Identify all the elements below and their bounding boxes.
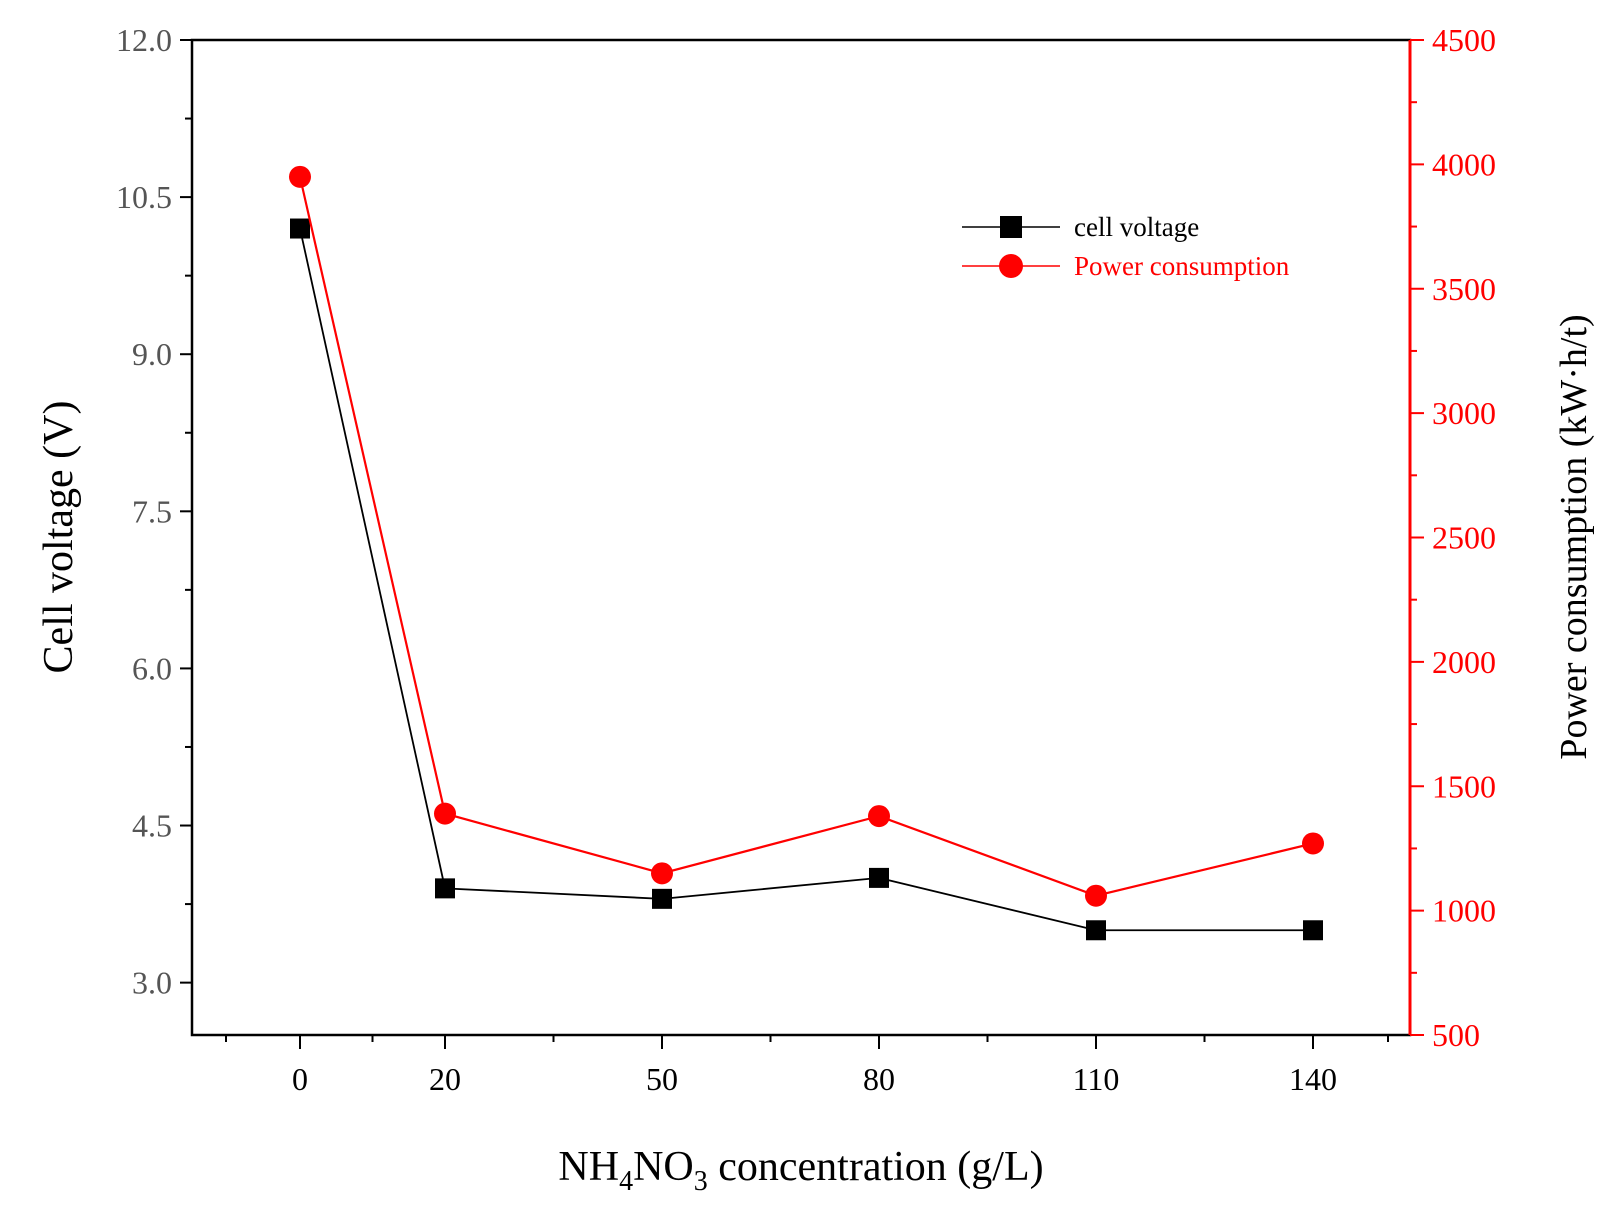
y-left-tick-label: 9.0 [132, 336, 172, 372]
data-point-square [1086, 920, 1106, 941]
data-point-circle [434, 802, 456, 825]
x-tick-label: 0 [292, 1061, 308, 1097]
data-point-circle [1302, 832, 1324, 855]
y-right-axis: 500 1000 1500 2000 2500 3000 3500 4000 4500 [1410, 22, 1496, 1053]
x-tick-label: 80 [863, 1061, 895, 1097]
legend: cell voltage Power consumption [962, 212, 1290, 281]
y-right-tick-label: 1500 [1432, 768, 1496, 804]
x-axis-title-mid: NO [633, 1144, 694, 1190]
x-tick-label: 110 [1073, 1061, 1120, 1097]
data-point-circle [868, 805, 890, 828]
legend-label-power-consumption: Power consumption [1074, 251, 1290, 281]
y-right-tick-label: 4000 [1432, 146, 1496, 182]
data-point-square [290, 218, 310, 239]
data-point-square [869, 867, 889, 888]
x-axis-title: NH4NO3 concentration (g/L) [558, 1144, 1043, 1197]
y-right-axis-title: Power consumption (kW·h/t) [1553, 314, 1595, 759]
legend-circle-marker [999, 254, 1023, 278]
x-axis-title-sub2: 3 [694, 1166, 708, 1197]
y-right-tick-label: 500 [1432, 1017, 1480, 1053]
x-tick-label: 140 [1289, 1061, 1337, 1097]
y-right-tick-label: 3500 [1432, 271, 1496, 307]
y-right-tick-label: 4500 [1432, 22, 1496, 58]
data-point-square [652, 888, 672, 909]
x-tick-label: 50 [646, 1061, 678, 1097]
legend-label-cell-voltage: cell voltage [1074, 212, 1199, 242]
legend-square-marker [1000, 216, 1022, 238]
x-axis: 0 20 50 80 110 140 [225, 1035, 1389, 1097]
y-left-tick-label: 6.0 [132, 650, 172, 686]
y-left-tick-label: 4.5 [132, 808, 172, 844]
y-left-axis-title: Cell voltage (V) [36, 401, 82, 674]
data-point-circle [289, 165, 311, 188]
x-axis-title-suffix: concentration (g/L) [708, 1144, 1044, 1190]
y-right-tick-label: 3000 [1432, 395, 1496, 431]
y-left-tick-label: 10.5 [116, 179, 172, 215]
y-left-tick-label: 3.0 [132, 965, 172, 1001]
y-left-axis: 3.0 4.5 6.0 7.5 9.0 10.5 12.0 [116, 22, 192, 1001]
data-point-square [435, 878, 455, 899]
data-point-circle [651, 862, 673, 885]
y-right-tick-label: 2000 [1432, 644, 1496, 680]
x-axis-title-prefix: NH [558, 1144, 619, 1190]
series-line [298, 176, 1314, 897]
series-line [299, 228, 1313, 932]
x-axis-title-sub1: 4 [619, 1166, 633, 1197]
y-left-tick-label: 7.5 [132, 493, 172, 529]
y-left-tick-label: 12.0 [116, 22, 172, 58]
data-point-square [1303, 920, 1323, 941]
y-right-tick-label: 1000 [1432, 893, 1496, 929]
data-point-circle [1085, 884, 1107, 907]
y-right-tick-label: 2500 [1432, 520, 1496, 556]
series-layer [289, 165, 1324, 941]
x-tick-label: 20 [429, 1061, 461, 1097]
